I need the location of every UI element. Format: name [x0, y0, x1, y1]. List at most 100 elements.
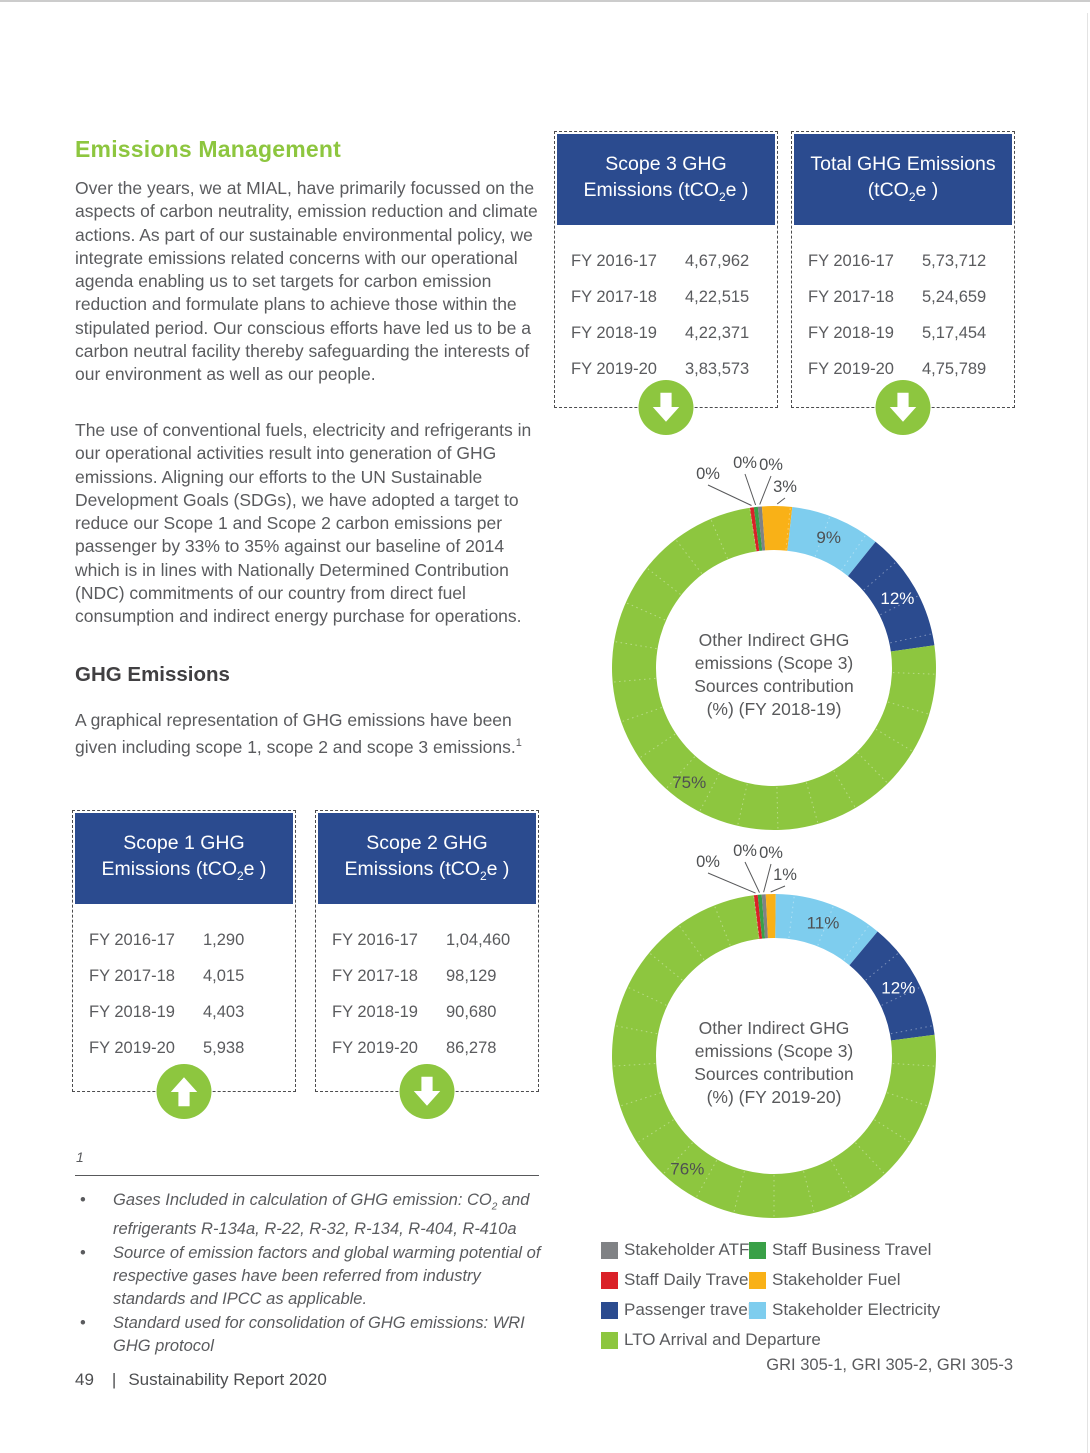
segment-separator: [620, 1092, 661, 1107]
donut-chart: 0%0% 0%1%11%12%76%Other Indirect GHGemiss…: [611, 842, 936, 1219]
data-label: 9%: [816, 528, 841, 547]
segment-separator: [695, 1160, 718, 1198]
scope1-ghg-table: Scope 1 GHG Emissions (tCO2e ) FY 2016-1…: [72, 810, 296, 1119]
table-row: FY 2018-19 4,403: [75, 997, 293, 1033]
table-row: FY 2016-17 1,290: [75, 925, 293, 961]
table-row: FY 2016-17 4,67,962: [557, 246, 775, 282]
data-label: 0%: [759, 844, 783, 862]
table-row: FY 2018-19 90,680: [318, 997, 536, 1033]
table-row: FY 2016-17 5,73,712: [794, 246, 1012, 282]
legend-label: Passenger travel: [624, 1300, 752, 1319]
chart-center-title: Sources contribution: [694, 676, 854, 696]
segment-separator: [887, 1092, 928, 1107]
label-leader-line: [707, 872, 756, 894]
segment-separator: [737, 783, 748, 825]
subscript-2: 2: [479, 868, 487, 883]
fiscal-year-label: FY 2018-19: [571, 323, 657, 342]
legend-label: LTO Arrival and Departure: [624, 1330, 821, 1349]
table-row: FY 2017-18 5,24,659: [794, 282, 1012, 318]
chart-center-title: emissions (Scope 3): [695, 653, 854, 673]
donut-segment: [753, 506, 763, 551]
data-label: 0%: [759, 456, 783, 474]
fiscal-year-label: FY 2017-18: [808, 287, 894, 306]
data-label: 11%: [807, 914, 840, 933]
footnote-marker: 1: [76, 1149, 84, 1165]
donut-segment: [749, 507, 760, 552]
segment-separator: [621, 707, 662, 722]
donut-segment: [753, 894, 763, 939]
segment-separator: [855, 1142, 885, 1174]
segment-separator: [874, 1119, 911, 1143]
trend-up-arrow-icon: [156, 1063, 213, 1120]
scope2-ghg-table: Scope 2 GHG Emissions (tCO2e ) FY 2016-1…: [315, 810, 539, 1119]
data-label: 76%: [670, 1160, 704, 1179]
segment-separator: [675, 539, 703, 574]
label-leader-line: [763, 863, 772, 893]
table-header: Scope 1 GHG Emissions (tCO2e ): [75, 813, 293, 904]
segment-separator: [817, 906, 834, 946]
data-label: 0%: [696, 853, 720, 871]
donut-segment: [775, 894, 878, 966]
legend-item: Stakeholder Electricity: [749, 1300, 940, 1320]
table-row: FY 2019-20 4,75,789: [794, 354, 1012, 390]
scope3-ghg-table: Scope 3 GHG Emissions (tCO2e ) FY 2016-1…: [554, 131, 778, 435]
fiscal-year-label: FY 2019-20: [89, 1038, 175, 1057]
segment-separator: [843, 925, 870, 961]
emissions-value: 98,129: [446, 966, 497, 985]
fiscal-year-label: FY 2016-17: [89, 930, 175, 949]
emissions-value: 5,73,712: [922, 251, 987, 270]
segment-separator: [639, 733, 676, 758]
fiscal-year-label: FY 2019-20: [332, 1038, 418, 1057]
footnote-item: Standard used for consolidation of GHG e…: [75, 1312, 553, 1358]
table-rows: FY 2016-17 5,73,712 FY 2017-18 5,24,659 FY 2…: [794, 225, 1012, 426]
segment-separator: [857, 752, 888, 783]
emissions-value: 4,403: [203, 1002, 245, 1021]
legend-item: Passenger travel: [601, 1300, 752, 1320]
segment-separator: [830, 1160, 853, 1198]
trend-down-arrow-icon: [875, 379, 932, 436]
emissions-value: 3,83,573: [685, 359, 750, 378]
subscript-2: 2: [718, 189, 726, 204]
chart-center-title: Other Indirect GHG: [699, 1018, 850, 1038]
report-title: Sustainability Report 2020: [128, 1370, 327, 1389]
legend-label: Stakeholder Fuel: [772, 1270, 901, 1289]
footnote-list: Gases Included in calculation of GHG emi…: [75, 1189, 553, 1359]
segment-separator: [892, 672, 935, 675]
label-leader-line: [744, 473, 757, 506]
emissions-value: 4,22,515: [685, 287, 750, 306]
segment-separator: [841, 535, 866, 571]
table-row: FY 2018-19 5,17,454: [794, 318, 1012, 354]
segment-separator: [647, 568, 681, 595]
paragraph-text: A graphical representation of GHG emissi…: [75, 710, 516, 758]
label-leader-line: [759, 475, 772, 505]
legend-swatch: [601, 1301, 618, 1319]
segment-separator: [714, 906, 731, 946]
segment-separator: [880, 595, 919, 616]
legend-item: Staff Business Travel: [749, 1240, 940, 1260]
legend-item: Stakeholder Fuel: [749, 1270, 940, 1290]
donut-segment: [765, 893, 776, 939]
fiscal-year-label: FY 2016-17: [332, 930, 418, 949]
fiscal-year-label: FY 2019-20: [571, 359, 657, 378]
footnote-rule: [75, 1175, 539, 1176]
legend-swatch: [749, 1241, 766, 1259]
donut-chart: 0%0% 0%3%9%12%75%Other Indirect GHGemissi…: [612, 454, 937, 830]
donut-segment: [787, 507, 876, 577]
data-label: 12%: [880, 589, 914, 608]
data-label: 0%: [696, 465, 720, 483]
segment-separator: [753, 896, 760, 939]
legend-item: LTO Arrival and Departure: [601, 1330, 821, 1350]
fiscal-year-label: FY 2016-17: [571, 251, 657, 270]
page-title: Emissions Management: [75, 136, 342, 162]
donut-segment: [847, 541, 935, 652]
table-title-line2-end: e ): [915, 179, 939, 201]
donut-chart-scope3-fy2018-19: 0% 0% 0% 3% 9% 12% 75% Other Indirect GHG emissi…: [574, 450, 974, 840]
table-title-line2-end: e ): [725, 179, 749, 201]
donut-segment: [849, 931, 935, 1041]
subscript-2: 2: [236, 868, 244, 883]
page-right-edge: [1087, 13, 1088, 1453]
table-row: FY 2019-20 86,278: [318, 1033, 536, 1069]
legend-swatch: [749, 1271, 766, 1289]
legend-item: Stakeholder ATF: [601, 1240, 749, 1260]
